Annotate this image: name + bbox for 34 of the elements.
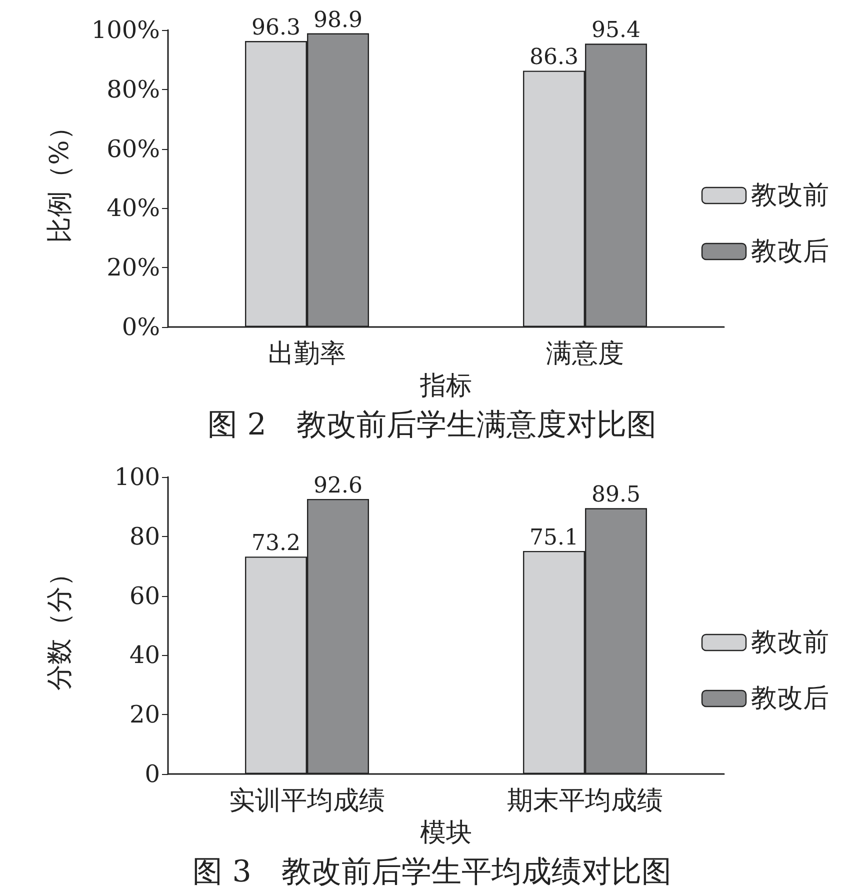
data-label: 86.3	[530, 45, 578, 70]
y-axis-title: 比例（%）	[45, 114, 75, 243]
y-tick-label: 100	[114, 463, 160, 491]
x-axis-title: 指标	[419, 371, 472, 401]
x-tick-label: 期末平均成绩	[507, 786, 663, 816]
x-tick-label: 出勤率	[268, 339, 346, 369]
y-tick-label: 40%	[106, 194, 160, 222]
text: 图 2 教改前后学生满意度对比图	[208, 408, 656, 442]
data-label: 92.6	[314, 473, 362, 498]
y-tick-label: 80	[129, 522, 160, 550]
data-label: 95.4	[592, 18, 640, 44]
y-tick-label: 60%	[106, 134, 160, 163]
legend-label: 教改前	[751, 628, 829, 658]
y-tick-label: 0	[144, 760, 160, 788]
y-axis-title: 分数（分）	[45, 560, 75, 690]
text: 图 3 教改前后学生平均成绩对比图	[192, 854, 672, 890]
data-label: 89.5	[592, 482, 640, 508]
y-tick-label: 40	[129, 641, 160, 670]
y-tick-label: 80%	[106, 75, 160, 104]
legend-label: 教改后	[751, 684, 829, 714]
y-tick-label: 0%	[122, 313, 160, 341]
y-tick-label: 60	[129, 582, 160, 610]
x-tick-label: 实训平均成绩	[229, 786, 385, 816]
y-tick-label: 20%	[106, 254, 160, 282]
data-label: 96.3	[252, 15, 300, 40]
y-tick-label: 20	[129, 700, 160, 729]
data-label: 73.2	[252, 531, 300, 556]
data-label: 75.1	[530, 525, 578, 550]
legend-label: 教改后	[751, 236, 829, 266]
legend-label: 教改前	[751, 180, 829, 210]
data-label: 98.9	[314, 8, 362, 33]
x-tick-label: 满意度	[546, 339, 624, 369]
x-axis-title: 模块	[420, 818, 472, 848]
y-tick-label: 100%	[91, 16, 160, 44]
